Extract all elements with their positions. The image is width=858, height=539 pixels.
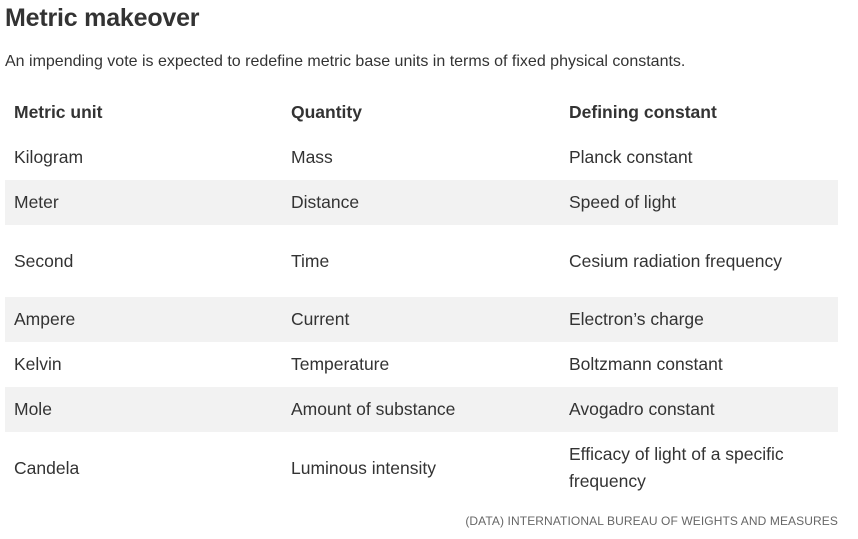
cell-quantity: Temperature <box>291 354 390 374</box>
cell-defining-constant: Avogadro constant <box>560 387 838 432</box>
table-row: Meter Distance Speed of light <box>5 180 838 225</box>
cell-defining-constant: Planck constant <box>569 147 693 167</box>
cell-quantity: Luminous intensity <box>291 457 436 478</box>
column-header-metric-unit: Metric unit <box>14 102 103 122</box>
column-header-defining-constant: Defining constant <box>569 102 717 122</box>
cell-metric-unit: Mole <box>5 387 282 432</box>
cell-quantity: Time <box>291 250 330 271</box>
table-row: Kelvin Temperature Boltzmann constant <box>5 342 838 387</box>
cell-metric-unit: Candela <box>14 457 80 478</box>
table-header-row: Metric unit Quantity Defining constant <box>5 90 838 135</box>
table-row: Mole Amount of substance Avogadro consta… <box>5 387 838 432</box>
cell-quantity: Mass <box>291 147 333 167</box>
cell-quantity: Distance <box>282 180 560 225</box>
cell-metric-unit: Kilogram <box>14 147 84 167</box>
column-header-quantity: Quantity <box>291 102 362 122</box>
cell-defining-constant: Cesium radiation frequency <box>569 250 783 271</box>
table-row: Ampere Current Electron’s charge <box>5 297 838 342</box>
cell-metric-unit: Meter <box>5 180 282 225</box>
cell-metric-unit: Second <box>14 250 74 271</box>
cell-quantity: Amount of substance <box>282 387 560 432</box>
cell-metric-unit: Ampere <box>5 297 282 342</box>
cell-defining-constant: Speed of light <box>560 180 838 225</box>
chart-subtitle: An impending vote is expected to redefin… <box>5 53 686 70</box>
table-row: Second Time Cesium radiation frequency <box>5 225 838 297</box>
cell-metric-unit: Kelvin <box>14 354 62 374</box>
table-row: Kilogram Mass Planck constant <box>5 135 838 180</box>
cell-quantity: Current <box>282 297 560 342</box>
chart-title: Metric makeover <box>5 4 200 32</box>
cell-defining-constant: Boltzmann constant <box>569 354 723 374</box>
cell-defining-constant: Electron’s charge <box>560 297 838 342</box>
cell-defining-constant: Efficacy of light of a specific frequenc… <box>569 444 784 491</box>
source-credit: (DATA) INTERNATIONAL BUREAU OF WEIGHTS A… <box>465 514 838 528</box>
units-table: Metric unit Quantity Defining constant K… <box>5 90 838 504</box>
table-row: Candela Luminous intensity Efficacy of l… <box>5 432 838 504</box>
